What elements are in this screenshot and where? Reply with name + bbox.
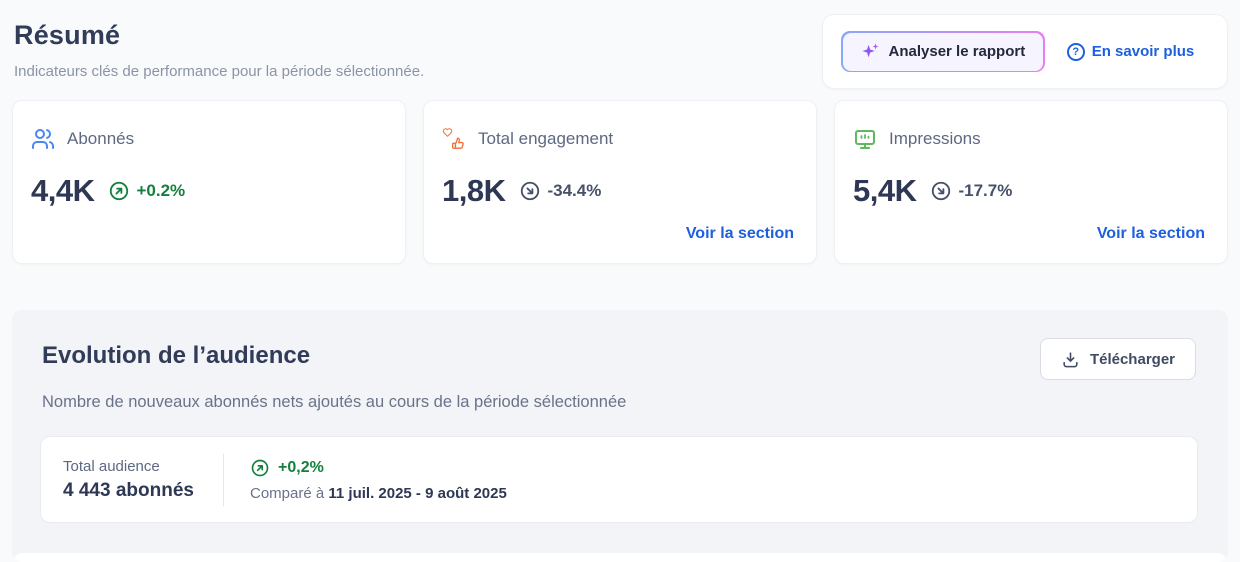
audience-trend-value: +0,2% xyxy=(278,458,324,476)
learn-more-link[interactable]: ? En savoir plus xyxy=(1066,42,1195,61)
trend-down-icon xyxy=(519,180,541,202)
kpi-trend-value: -34.4% xyxy=(547,181,602,200)
kpi-trend: -34.4% xyxy=(519,180,601,202)
users-icon xyxy=(31,127,55,151)
see-section-link[interactable]: Voir la section xyxy=(685,225,794,242)
kpi-card-impressions: Impressions 5,4K -17.7% Voir la section xyxy=(834,100,1228,264)
audience-evolution-section: Evolution de l’audience Nombre de nouvea… xyxy=(12,310,1228,562)
monitor-icon xyxy=(853,127,877,151)
trend-up-icon xyxy=(108,180,130,202)
kpi-value: 5,4K xyxy=(853,173,917,208)
total-audience-summary-card: Total audience 4 443 abonnés +0,2% Compa… xyxy=(40,436,1198,523)
kpi-trend-value: +0.2% xyxy=(136,181,186,200)
download-button[interactable]: Télécharger xyxy=(1039,338,1196,380)
comparison-range: 11 juil. 2025 - 9 août 2025 xyxy=(328,484,507,502)
kpi-card-engagement: Total engagement 1,8K -34.4% Voir la sec… xyxy=(423,100,817,264)
page-title: Résumé xyxy=(14,20,121,50)
kpi-trend-value: -17.7% xyxy=(958,181,1013,200)
analyze-report-button[interactable]: Analyser le rapport xyxy=(841,31,1045,72)
trend-down-icon xyxy=(930,180,952,202)
kpi-trend: -17.7% xyxy=(930,180,1012,202)
kpi-label: Impressions xyxy=(889,129,981,148)
section-subtitle: Nombre de nouveaux abonnés nets ajoutés … xyxy=(42,393,627,411)
audience-chart-card xyxy=(14,553,1226,562)
question-mark-icon: ? xyxy=(1066,42,1085,61)
kpi-card-abonnes: Abonnés 4,4K +0.2% xyxy=(12,100,406,264)
total-audience-value: 4 443 abonnés xyxy=(63,479,194,501)
download-label: Télécharger xyxy=(1089,350,1175,368)
kpi-label: Total engagement xyxy=(478,129,614,148)
kpi-label: Abonnés xyxy=(67,129,135,148)
kpi-value: 1,8K xyxy=(442,173,506,208)
learn-more-label: En savoir plus xyxy=(1091,43,1195,60)
kpi-trend: +0.2% xyxy=(108,180,185,202)
kpi-cards-row: Abonnés 4,4K +0.2% xyxy=(12,100,1228,264)
trend-up-icon xyxy=(250,458,270,478)
section-title: Evolution de l’audience xyxy=(42,342,311,369)
total-audience-label: Total audience xyxy=(63,457,160,475)
sparkle-icon xyxy=(861,42,880,61)
download-icon xyxy=(1061,350,1080,369)
page-subtitle: Indicateurs clés de performance pour la … xyxy=(14,63,425,80)
comparison-period: Comparé à 11 juil. 2025 - 9 août 2025 xyxy=(250,485,507,502)
vertical-divider xyxy=(223,453,224,506)
engagement-icon xyxy=(442,127,466,151)
see-section-link[interactable]: Voir la section xyxy=(1096,225,1205,242)
analyze-report-label: Analyser le rapport xyxy=(888,43,1026,60)
kpi-value: 4,4K xyxy=(31,173,95,208)
audience-trend: +0,2% xyxy=(250,458,507,478)
comparison-prefix: Comparé à xyxy=(250,484,329,502)
header-actions-card: Analyser le rapport ? En savoir plus xyxy=(822,14,1228,89)
